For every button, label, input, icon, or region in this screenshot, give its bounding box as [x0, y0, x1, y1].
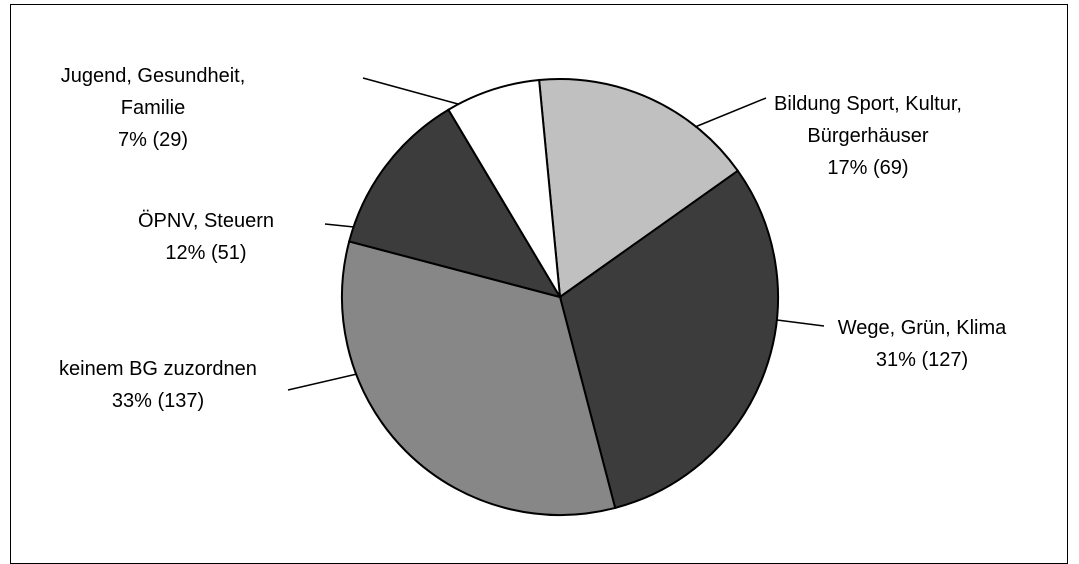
leader-lines	[287, 77, 825, 391]
pie-slice-3	[341, 240, 617, 516]
leader-line-3	[287, 373, 358, 391]
pie-slices	[341, 78, 779, 516]
leader-line-2	[776, 319, 825, 327]
slice-label-line: 17% (69)	[827, 157, 908, 179]
slice-labels: Bildung Sport, Kultur, Bürgerhäuser 17% (6…	[59, 65, 1007, 412]
slice-label-line: 7% (29)	[118, 129, 188, 151]
slice-label-line: 33% (137)	[112, 390, 204, 412]
slice-label-line: 31% (127)	[876, 349, 968, 371]
slice-label-line: Familie	[121, 97, 185, 119]
slice-label-line: 12% (51)	[165, 242, 246, 264]
pie-chart: Bildung Sport, Kultur, Bürgerhäuser 17% (6…	[59, 65, 1007, 516]
slice-label-line: Jugend, Gesundheit,	[61, 65, 246, 87]
leader-line-4	[324, 223, 355, 228]
slice-label-line: Bildung Sport, Kultur,	[774, 93, 962, 115]
leader-line-1	[694, 97, 767, 128]
slice-label-1: Bildung Sport, Kultur, Bürgerhäuser 17% (6…	[774, 93, 962, 179]
pie-slice-2	[558, 169, 779, 510]
pie-slice-4	[347, 108, 563, 299]
slice-label-2: Wege, Grün, Klima 31% (127)	[838, 317, 1007, 371]
slice-label-line: keinem BG zuzordnen	[59, 358, 257, 380]
slice-label-3: keinem BG zuzordnen 33% (137)	[59, 358, 257, 412]
slice-label-5: Jugend, Gesundheit, Familie 7% (29)	[61, 65, 246, 151]
slice-label-line: Bürgerhäuser	[807, 125, 929, 147]
slice-label-line: Wege, Grün, Klima	[838, 317, 1007, 339]
leader-line-5	[362, 77, 459, 105]
slice-label-line: ÖPNV, Steuern	[138, 210, 274, 232]
pie-slice-1	[538, 78, 740, 299]
pie-slice-5	[447, 78, 561, 298]
slice-label-4: ÖPNV, Steuern 12% (51)	[138, 210, 274, 264]
